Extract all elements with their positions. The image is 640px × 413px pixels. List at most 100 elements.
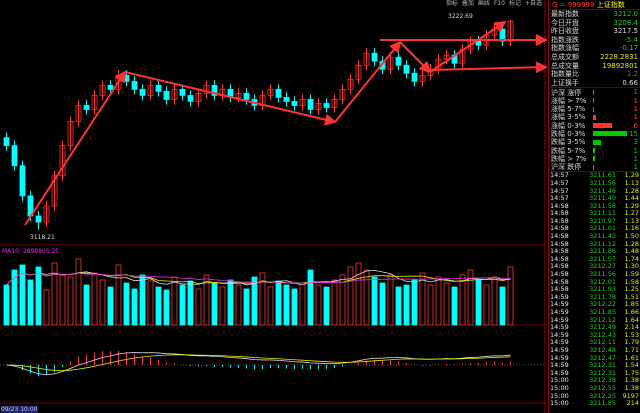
breadth-label: 跌幅 3-5% [551,138,586,147]
tick-time: 14:59 [550,315,569,324]
candle-up [419,74,426,82]
volume-bar [35,266,42,326]
tick-time: 14:58 [550,270,569,279]
breadth-row: 跌幅 0-3% 15 [549,130,640,138]
candle-down [371,52,378,62]
tick-list[interactable]: 14:57 3211.61 1.29 14:57 3211.56 1.13 14:57 321… [549,171,640,407]
tick-volume: 1.79 [624,338,639,347]
tick-row: 15:00 3212.38 1.38 [549,377,640,385]
stat-label: 指数量比 [551,70,579,79]
tick-row: 14:58 3211.86 1.48 [549,248,640,256]
tick-volume: 1.64 [624,315,639,324]
tick-volume: 2.14 [624,323,639,332]
volume-bar [147,280,154,326]
toolbar-button[interactable]: 画线 [477,0,490,7]
panel-title: G = 999999 上证指数 [549,0,640,10]
volume-bar [75,258,82,326]
candle-up [363,52,370,66]
candlestick-chart[interactable] [0,0,548,413]
tick-volume: 1.38 [624,376,639,385]
tick-price: 3212.31 [589,368,616,377]
tick-time: 14:58 [550,224,569,233]
breadth-row: 沪深 跌停 1 [549,163,640,171]
tick-price: 3212.11 [589,338,616,347]
toolbar-button[interactable]: F10 [493,0,505,7]
stat-value: 19892801 [602,61,638,70]
toolbar-button[interactable]: +自选 [524,0,542,7]
tick-price: 3211.61 [589,171,616,180]
tick-volume: 1.28 [624,239,639,248]
stat-value: -0.17 [619,44,638,53]
tick-volume: 1.16 [624,224,639,233]
chart-toolbar: 指标 叠加 画线 F10 标记 +自选 [446,0,542,8]
tick-row: 14:57 3211.40 1.44 [549,194,640,203]
tick-row: 14:58 3211.56 1.59 [549,270,640,279]
stat-label: 指数涨幅 [551,44,579,53]
candle-up [507,20,514,42]
volume-bar [499,286,506,326]
tick-time: 14:58 [550,239,569,248]
stat-row: 今日开盘 3208.4 [549,19,640,28]
tick-row: 14:59 3212.31 1.54 [549,362,640,370]
volume-bar [355,262,362,326]
volume-bar [227,279,234,326]
breadth-label: 跌幅 5-7% [551,146,586,155]
tick-time: 14:59 [550,345,569,354]
volume-bar [467,269,474,326]
tick-time: 14:59 [550,292,569,301]
tick-time: 14:59 [550,353,569,362]
breadth-label: 沪深 涨停 [551,88,582,97]
candle-up [387,56,394,70]
tick-price: 3211.11 [589,209,616,218]
breadth-count: 1 [633,96,638,105]
tick-volume: 1.48 [624,247,639,256]
tick-volume: 1.85 [624,300,639,309]
tick-row: 15:00 3211.85 214 [549,400,640,408]
volume-bar [259,272,266,326]
breadth-row: 涨幅 5-7% 1 [549,105,640,113]
tick-time: 15:00 [550,376,569,385]
tick-price: 3212.43 [589,330,616,339]
stat-row: 指数涨跌 -5.4 [549,36,640,45]
tick-time: 14:58 [550,232,569,241]
tick-row: 14:59 3212.48 1.71 [549,345,640,355]
volume-bar [419,272,426,326]
stat-label: 上证换手 [551,78,579,87]
candle-down [323,103,330,108]
stat-label: 指数涨跌 [551,35,579,44]
toolbar-button[interactable]: 指标 [445,0,458,7]
tick-price: 3211.85 [589,399,616,408]
candle-down [139,88,146,96]
toolbar-button[interactable]: 标记 [508,0,521,7]
tick-price: 3212.31 [589,361,616,370]
tick-row: 14:57 3211.56 1.13 [549,179,640,188]
candle-down [123,74,130,82]
candle-up [59,145,66,177]
toolbar-button[interactable]: 叠加 [461,0,474,7]
tick-row: 14:58 3211.58 1.29 [549,202,640,211]
tick-volume: 1.54 [624,361,639,370]
candle-up [43,205,50,223]
volume-bar [475,279,482,326]
volume-bar [99,279,106,326]
tick-volume: 1.29 [624,171,639,180]
volume-bar [235,284,242,326]
tick-volume: 1.53 [624,330,639,339]
tick-time: 14:57 [550,186,569,195]
candle-up [443,54,450,60]
tick-row: 14:58 3211.57 1.74 [549,255,640,264]
tick-time: 14:59 [550,368,569,377]
volume-bar [43,289,50,326]
tick-price: 3212.55 [589,383,616,392]
tick-time: 15:00 [550,399,569,408]
high-price-label: 3222.69 [448,13,473,20]
volume-bar [395,286,402,326]
tick-time: 14:57 [550,171,569,180]
breadth-count: 1 [633,105,638,114]
volume-bar [211,282,218,326]
tick-row: 15:00 3212.25 9197 [549,392,640,401]
tick-price: 3211.56 [589,270,616,279]
volume-bar [131,288,138,326]
tick-price: 3210.97 [589,216,616,225]
breadth-count: 15 [629,129,638,138]
